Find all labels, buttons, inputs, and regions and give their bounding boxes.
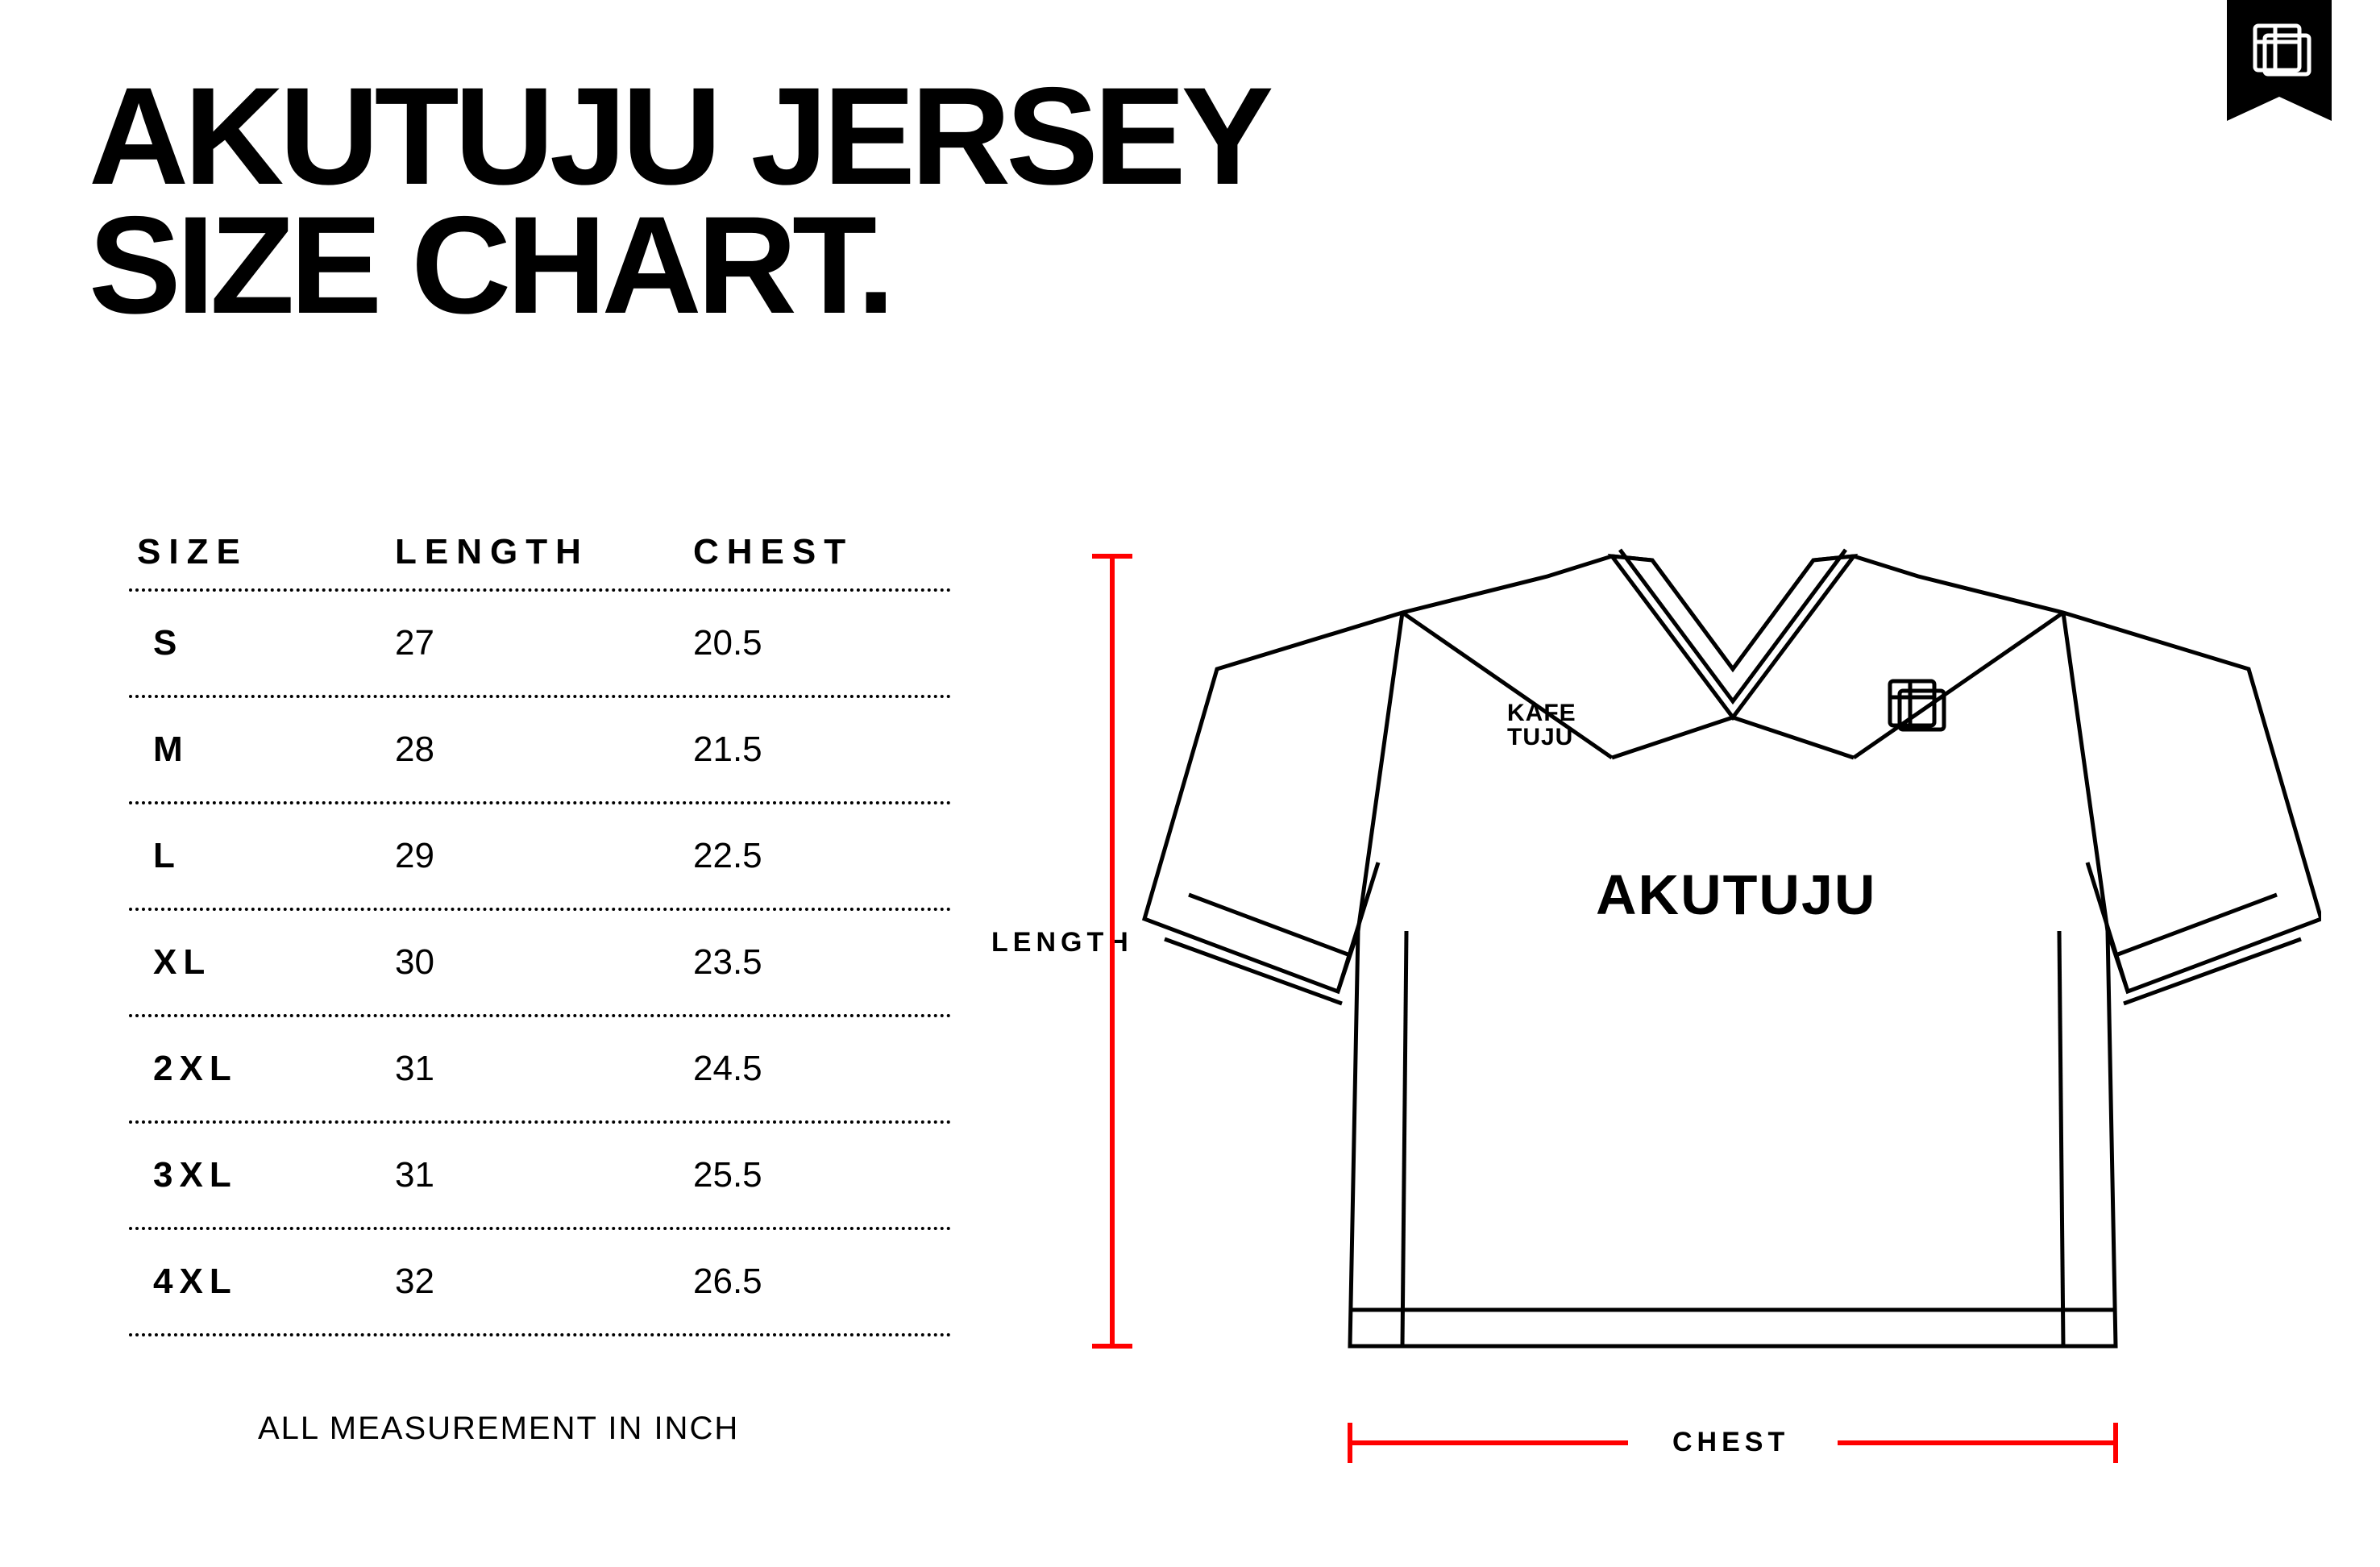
measurement-footnote: ALL MEASUREMENT IN INCH (258, 1411, 739, 1447)
cell-chest: 26.5 (693, 1261, 951, 1302)
table-row: XL3023.5 (129, 908, 951, 1014)
brand-ribbon (2227, 0, 2332, 121)
page-title: AKUTUJU JERSEY SIZE CHART. (89, 73, 1269, 330)
table-bottom-border (129, 1333, 951, 1336)
cell-length: 28 (395, 729, 693, 770)
table-row: S2720.5 (129, 588, 951, 695)
cell-chest: 20.5 (693, 623, 951, 663)
cell-length: 30 (395, 942, 693, 983)
table-row: 3XL3125.5 (129, 1120, 951, 1227)
table-row: M2821.5 (129, 695, 951, 801)
jersey-diagram (1032, 532, 2321, 1499)
cell-length: 31 (395, 1155, 693, 1195)
jersey-outline-icon (1144, 550, 2321, 1346)
jersey-brand-text: AKUTUJU (1596, 862, 1876, 927)
cell-size: S (129, 623, 395, 663)
sponsor-line-2: TUJU (1507, 725, 1576, 750)
cell-size: M (129, 729, 395, 770)
cell-size: XL (129, 942, 395, 983)
cell-chest: 25.5 (693, 1155, 951, 1195)
size-table: SIZE LENGTH CHEST S2720.5M2821.5L2922.5X… (129, 532, 951, 1336)
cell-size: 3XL (129, 1155, 395, 1195)
header-size: SIZE (129, 532, 395, 572)
header-chest: CHEST (693, 532, 951, 572)
table-row: L2922.5 (129, 801, 951, 908)
cell-length: 29 (395, 836, 693, 876)
cell-length: 27 (395, 623, 693, 663)
cell-chest: 21.5 (693, 729, 951, 770)
title-line-1: AKUTUJU JERSEY (89, 73, 1269, 202)
sponsor-line-1: KAFE (1507, 701, 1576, 725)
cell-chest: 22.5 (693, 836, 951, 876)
title-line-2: SIZE CHART. (89, 202, 1269, 330)
table-row: 2XL3124.5 (129, 1014, 951, 1120)
cell-size: 4XL (129, 1261, 395, 1302)
header-length: LENGTH (395, 532, 693, 572)
jersey-sponsor-text: KAFE TUJU (1507, 701, 1576, 750)
cell-size: 2XL (129, 1049, 395, 1089)
cell-chest: 23.5 (693, 942, 951, 983)
chest-ruler-icon (1350, 1423, 2116, 1463)
table-header: SIZE LENGTH CHEST (129, 532, 951, 588)
table-row: 4XL3226.5 (129, 1227, 951, 1333)
cell-size: L (129, 836, 395, 876)
length-ruler-icon (1092, 556, 1132, 1346)
cell-length: 31 (395, 1049, 693, 1089)
cell-length: 32 (395, 1261, 693, 1302)
cell-chest: 24.5 (693, 1049, 951, 1089)
